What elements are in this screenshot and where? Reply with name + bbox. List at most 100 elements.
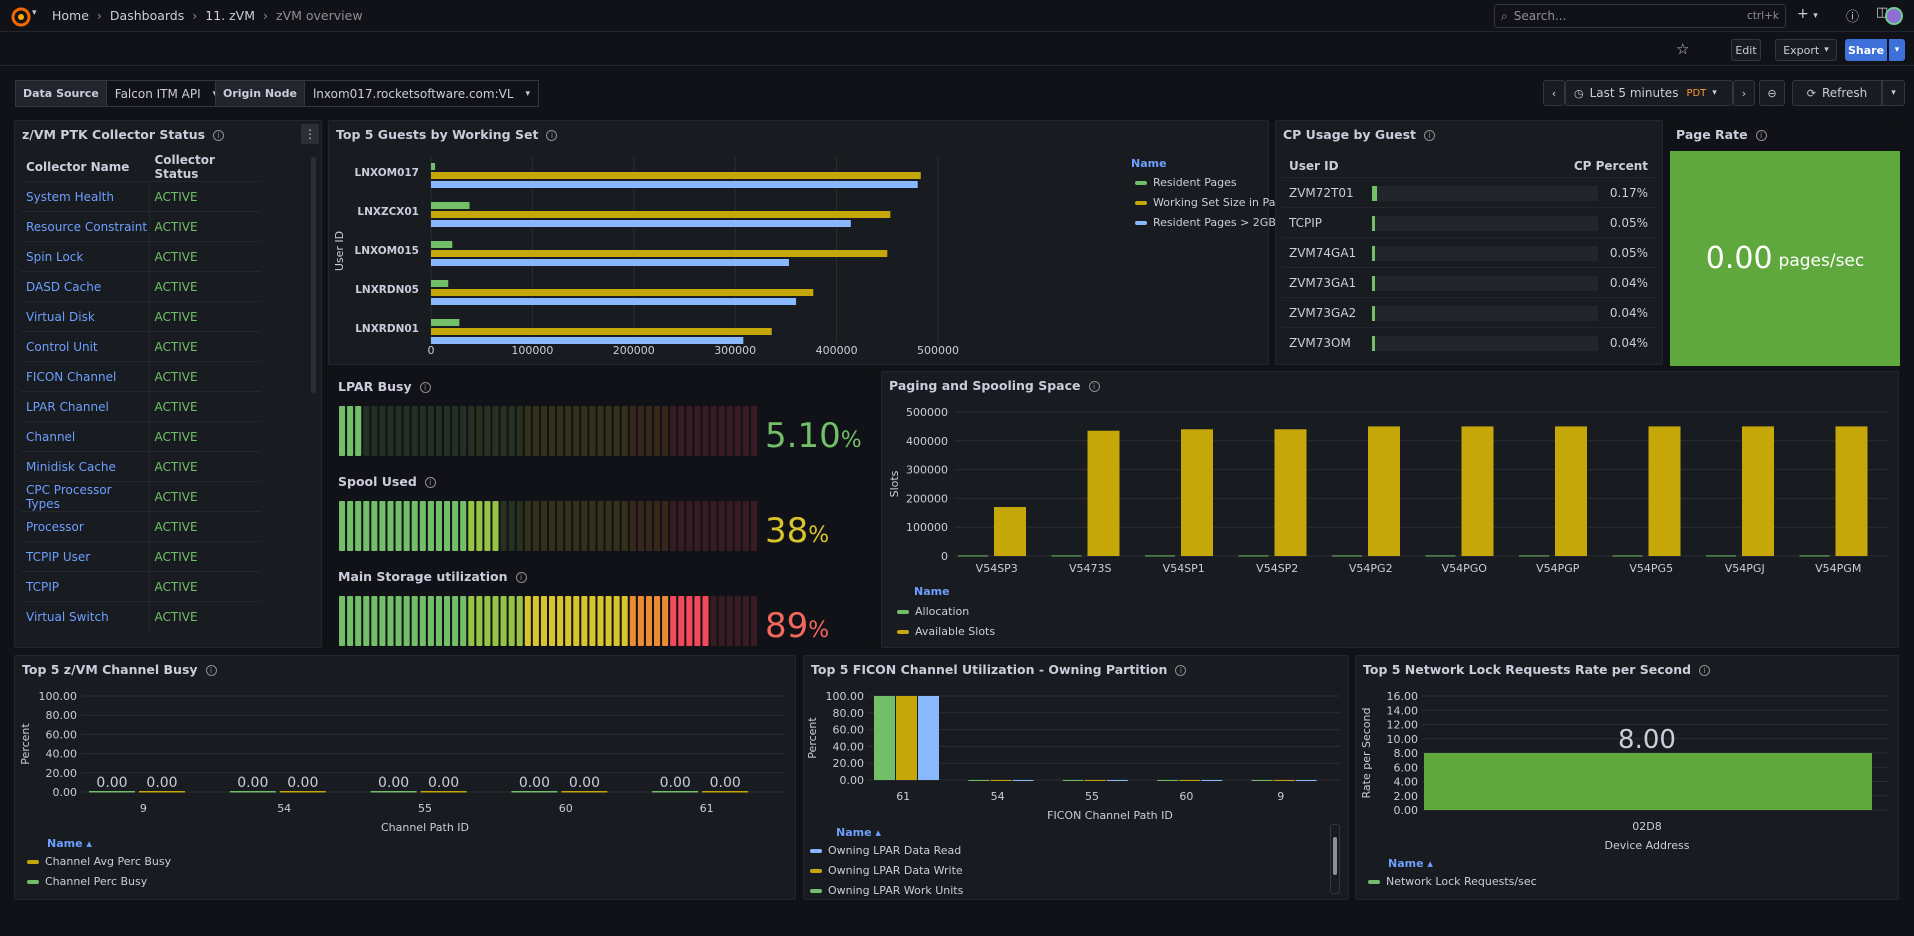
bar[interactable] [561,791,608,793]
bar[interactable] [990,780,1012,781]
table-row[interactable]: Resource Constraint ACTIVE [21,211,261,242]
bar[interactable] [1084,780,1106,781]
bar[interactable] [1742,426,1774,556]
info-icon[interactable]: i [419,382,431,393]
table-row[interactable]: CPC Processor Types ACTIVE [21,481,261,512]
bar[interactable] [431,289,814,296]
legend-item[interactable]: Owning LPAR Data Read [810,844,961,857]
table-row[interactable]: ZVM73GA2 0.04% [1282,297,1656,327]
bar[interactable] [431,163,436,170]
time-back-button[interactable]: ‹ [1543,80,1565,106]
bar[interactable] [370,791,417,793]
bar[interactable] [968,780,990,781]
info-icon[interactable]: i [213,130,225,141]
legend-item[interactable]: Available Slots [897,625,995,638]
bar[interactable] [431,298,797,305]
legend-scrollbar[interactable] [1330,824,1340,894]
legend-title[interactable]: Name ▴ [1388,857,1433,870]
bar[interactable] [139,791,185,793]
bar[interactable] [1051,555,1082,557]
bar[interactable] [1087,430,1120,556]
avatar[interactable] [1885,7,1903,25]
legend-title[interactable]: Name [914,585,950,598]
bar[interactable] [1425,555,1456,557]
bar[interactable] [702,791,749,793]
bar[interactable] [431,181,918,188]
info-icon[interactable]: i [1424,130,1435,141]
datasource-select[interactable]: Falcon ITM API ▾ [106,80,227,107]
bar[interactable] [431,211,891,218]
bar[interactable] [431,319,460,326]
bar[interactable] [1274,429,1307,556]
bar[interactable] [1368,426,1400,556]
table-row[interactable]: DASD Cache ACTIVE [21,271,261,302]
table-row[interactable]: Channel ACTIVE [21,421,261,452]
table-row[interactable]: LPAR Channel ACTIVE [21,391,261,422]
bar[interactable] [1835,426,1868,556]
bar[interactable] [1201,780,1223,781]
bar[interactable] [89,791,135,793]
bar[interactable] [1106,780,1128,781]
share-menu-chevron-icon[interactable]: ▾ [1889,39,1905,61]
bar[interactable] [1238,555,1269,557]
bar[interactable] [431,172,921,179]
table-row[interactable]: ZVM74GA1 0.05% [1282,237,1656,267]
bar[interactable] [1648,426,1681,556]
table-row[interactable]: TCPIP ACTIVE [21,571,261,602]
legend-title[interactable]: Name ▴ [836,826,881,839]
bar[interactable] [431,328,772,335]
star-icon[interactable]: ☆ [1676,40,1690,58]
bar[interactable] [1295,780,1317,781]
legend-item[interactable]: Channel Perc Busy [27,875,147,888]
legend-item[interactable]: Working Set Size in Pages [1135,196,1295,209]
bar[interactable] [1424,753,1872,810]
refresh-interval-chevron-icon[interactable]: ▾ [1882,80,1905,106]
table-row[interactable]: TCPIP 0.05% [1282,207,1656,237]
legend-title[interactable]: Name [1131,157,1167,170]
bar[interactable] [431,241,453,248]
bar[interactable] [431,280,449,287]
bar[interactable] [279,791,326,793]
bar[interactable] [1332,555,1362,557]
table-scrollbar[interactable] [311,157,316,393]
bar[interactable] [511,791,558,793]
export-button[interactable]: Export ▾ [1775,39,1837,61]
table-row[interactable]: System Health ACTIVE [21,181,261,212]
bar[interactable] [652,791,699,793]
bar[interactable] [1251,780,1273,781]
collector-name-link[interactable]: Spin Lock [21,241,150,272]
breadcrumb-home[interactable]: Home [52,8,89,23]
info-icon[interactable]: i [1699,665,1711,676]
collector-name-link[interactable]: System Health [21,181,150,212]
bar[interactable] [420,791,467,793]
info-icon[interactable]: i [1755,130,1767,141]
column-header-cp-percent[interactable]: CP Percent [1573,159,1648,173]
search-input[interactable]: ⌕ Search... ctrl+k [1494,4,1786,28]
help-icon[interactable]: ⓘ [1846,10,1860,25]
share-button[interactable]: Share [1845,39,1887,61]
info-icon[interactable]: i [546,130,558,141]
legend-title[interactable]: Name ▴ [47,837,92,850]
bar[interactable] [1799,555,1830,557]
bar[interactable] [1273,780,1295,781]
bar[interactable] [431,220,851,227]
collector-name-link[interactable]: Channel [21,421,150,452]
legend-item[interactable]: Owning LPAR Data Write [810,864,963,877]
bar[interactable] [896,696,917,780]
bar[interactable] [1062,780,1084,781]
legend-item[interactable]: Resident Pages > 2GB [1135,216,1276,229]
info-icon[interactable]: i [424,477,436,488]
bar[interactable] [1145,555,1175,557]
bar[interactable] [1555,426,1587,556]
table-row[interactable]: TCPIP User ACTIVE [21,541,261,572]
collector-name-link[interactable]: CPC Processor Types [21,481,150,512]
bar[interactable] [431,250,888,257]
column-header-collector-status[interactable]: Collector Status [154,153,215,181]
info-icon[interactable]: i [515,572,527,583]
bar[interactable] [1461,426,1494,556]
table-row[interactable]: ZVM72T01 0.17% [1282,177,1656,207]
bar[interactable] [431,202,470,209]
legend-item[interactable]: Owning LPAR Work Units [810,884,963,896]
table-row[interactable]: ZVM73OM 0.04% [1282,327,1656,357]
table-row[interactable]: ZVM73GA1 0.04% [1282,267,1656,297]
